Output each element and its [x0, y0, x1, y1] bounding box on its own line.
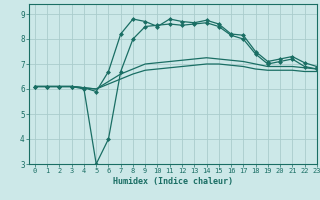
X-axis label: Humidex (Indice chaleur): Humidex (Indice chaleur) — [113, 177, 233, 186]
